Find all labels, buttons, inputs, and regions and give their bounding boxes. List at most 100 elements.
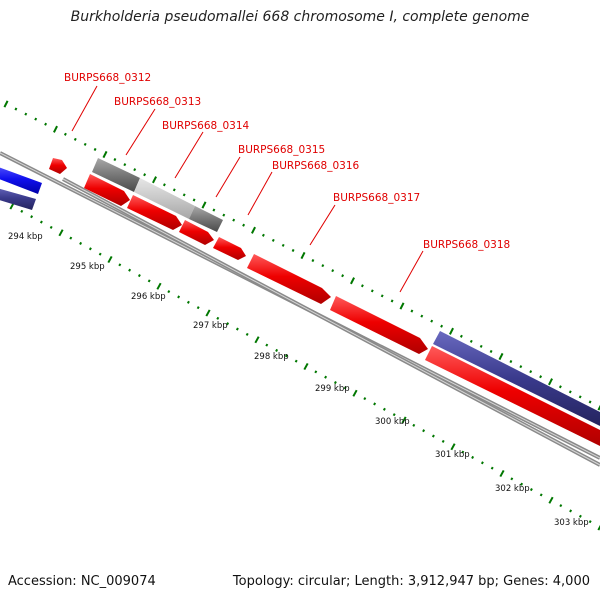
outer-minor-tick (222, 213, 226, 217)
scale-label-303: 303 kbp (554, 518, 589, 528)
outer-minor-tick (370, 289, 374, 293)
inner-minor-tick (412, 423, 416, 427)
outer-major-tick (548, 378, 553, 386)
outer-minor-tick (539, 375, 543, 379)
gene-label-0317[interactable]: BURPS668_0317 (333, 192, 420, 204)
genome-summary-text: Topology: circular; Length: 3,912,947 bp… (232, 574, 590, 589)
outer-minor-tick (578, 395, 582, 399)
gene-lightgray-upper (134, 178, 195, 219)
outer-minor-tick (192, 198, 196, 202)
inner-minor-tick (461, 450, 465, 454)
gene-burps668-0317[interactable] (247, 254, 331, 304)
gene-red-right (425, 346, 600, 446)
inner-minor-tick (177, 295, 181, 299)
leader-0318 (399, 250, 424, 293)
inner-minor-tick (49, 225, 53, 229)
gene-label-0312[interactable]: BURPS668_0312 (64, 72, 151, 84)
outer-minor-tick (261, 233, 265, 237)
inner-minor-tick (490, 466, 494, 470)
inner-minor-tick (441, 439, 445, 443)
outer-minor-tick (133, 168, 137, 172)
outer-major-tick (597, 404, 600, 411)
inner-major-tick (548, 496, 554, 504)
inner-minor-tick (324, 375, 328, 379)
inner-minor-tick (128, 268, 132, 272)
gene-label-0318[interactable]: BURPS668_0318 (423, 239, 510, 251)
outer-minor-tick (410, 309, 414, 313)
outer-minor-tick (242, 223, 246, 227)
gene-burps668-0312[interactable] (49, 158, 67, 174)
inner-major-tick (597, 524, 600, 531)
gene-burps668-0313[interactable] (84, 174, 130, 206)
inner-major-tick (107, 255, 113, 264)
inner-minor-tick (510, 477, 514, 481)
leader-0316 (247, 171, 273, 216)
inner-minor-tick (431, 434, 435, 438)
outer-major-tick (350, 277, 355, 285)
inner-major-tick (254, 336, 260, 344)
gene-label-0314[interactable]: BURPS668_0314 (162, 120, 250, 132)
outer-minor-tick (93, 147, 97, 151)
scale-label-296: 296 kbp (131, 292, 166, 302)
outer-minor-tick (479, 344, 483, 348)
outer-minor-tick (311, 259, 315, 263)
inner-minor-tick (167, 290, 171, 294)
gene-gray-upper-right (189, 206, 223, 232)
outer-minor-tick (568, 390, 572, 394)
outer-minor-tick (420, 314, 424, 318)
scale-label-301: 301 kbp (435, 450, 470, 460)
outer-minor-tick (83, 142, 87, 146)
inner-minor-tick (20, 209, 24, 213)
outer-major-tick (251, 226, 256, 234)
outer-major-tick (300, 251, 306, 260)
outer-minor-tick (430, 319, 434, 323)
inner-tick-track (9, 202, 600, 531)
outer-minor-tick (162, 183, 166, 187)
inner-major-tick (156, 282, 162, 290)
gene-burps668-0315[interactable] (179, 220, 214, 245)
gene-label-0313[interactable]: BURPS668_0313 (114, 96, 201, 108)
leader-0315 (215, 156, 241, 198)
backbone-highlight-bottom (62, 178, 600, 466)
inner-minor-tick (343, 386, 347, 390)
inner-minor-tick (265, 343, 269, 347)
gene-burps668-0314[interactable] (127, 195, 182, 230)
outer-minor-tick (172, 188, 176, 192)
outer-minor-tick (44, 122, 48, 126)
outer-major-tick (498, 352, 504, 361)
leader-0314 (174, 131, 204, 179)
outer-minor-tick (291, 248, 295, 252)
outer-minor-tick (113, 158, 117, 162)
label-leaders (71, 85, 424, 293)
outer-minor-tick (489, 349, 493, 353)
inner-minor-tick (186, 300, 190, 304)
gene-gray-upper-left (92, 158, 140, 192)
gene-navy-left (0, 188, 36, 210)
inner-minor-tick (147, 279, 151, 283)
outer-major-tick (449, 327, 454, 335)
outer-minor-tick (331, 269, 335, 273)
outer-minor-tick (34, 117, 38, 121)
outer-minor-tick (271, 238, 275, 242)
inner-minor-tick (137, 274, 141, 278)
inner-minor-tick (373, 402, 377, 406)
gene-label-0316[interactable]: BURPS668_0316 (272, 160, 360, 172)
gene-burps668-0318[interactable] (330, 296, 428, 354)
gene-navy-right (433, 331, 600, 426)
gene-labels: BURPS668_0312 BURPS668_0313 BURPS668_031… (64, 72, 510, 251)
outer-minor-tick (509, 360, 513, 364)
gene-burps668-0316[interactable] (213, 237, 246, 260)
outer-minor-tick (469, 339, 473, 343)
outer-minor-tick (321, 264, 325, 268)
outer-minor-tick (143, 173, 147, 177)
gene-label-0315[interactable]: BURPS668_0315 (238, 144, 325, 156)
gene-track (0, 158, 600, 446)
inner-minor-tick (539, 493, 543, 497)
scale-label-299: 299 kbp (315, 384, 350, 394)
outer-minor-tick (558, 385, 562, 389)
inner-minor-tick (471, 455, 475, 459)
inner-minor-tick (363, 397, 367, 401)
inner-major-tick (499, 469, 505, 478)
inner-major-tick (450, 443, 456, 451)
